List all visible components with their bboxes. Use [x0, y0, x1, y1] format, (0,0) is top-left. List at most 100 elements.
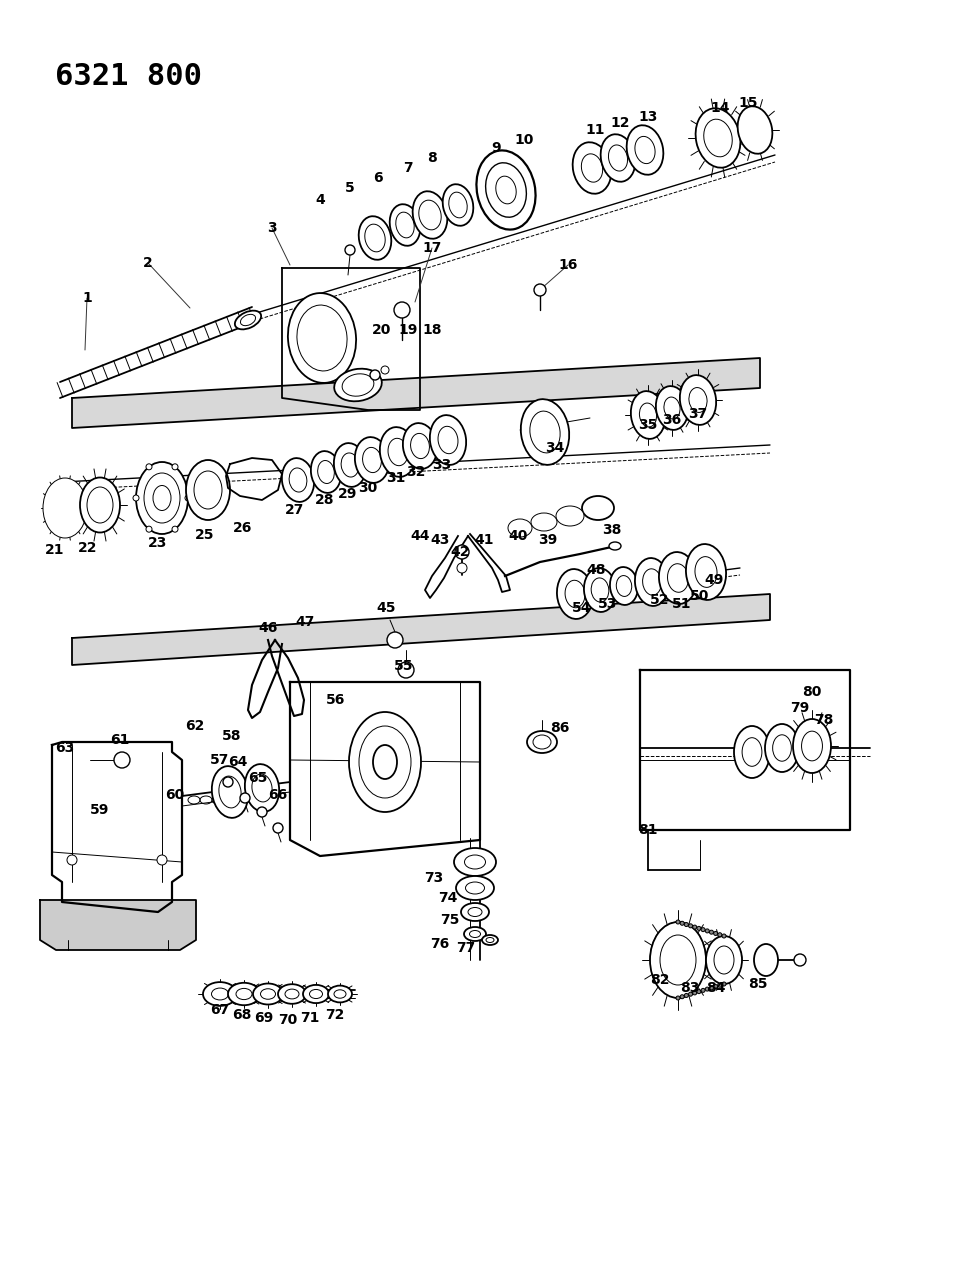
Text: 6: 6 — [373, 171, 383, 185]
Ellipse shape — [419, 200, 442, 230]
Circle shape — [709, 986, 713, 989]
Ellipse shape — [136, 462, 188, 534]
Ellipse shape — [706, 936, 742, 984]
Circle shape — [370, 370, 380, 380]
Text: 9: 9 — [491, 142, 501, 156]
Text: 65: 65 — [248, 771, 268, 785]
Text: 36: 36 — [662, 413, 682, 427]
Text: 58: 58 — [222, 729, 241, 743]
Text: 11: 11 — [585, 122, 605, 136]
Ellipse shape — [703, 119, 732, 157]
Circle shape — [718, 983, 722, 987]
Ellipse shape — [430, 416, 466, 465]
Ellipse shape — [461, 903, 489, 921]
Ellipse shape — [714, 946, 734, 974]
Ellipse shape — [373, 745, 397, 779]
Ellipse shape — [355, 437, 389, 483]
Ellipse shape — [144, 473, 180, 523]
Ellipse shape — [660, 935, 696, 986]
Ellipse shape — [695, 557, 717, 588]
Text: 83: 83 — [680, 980, 700, 994]
Text: 50: 50 — [691, 589, 709, 603]
Circle shape — [718, 933, 722, 937]
Ellipse shape — [311, 451, 341, 493]
Text: 5: 5 — [345, 181, 355, 195]
Circle shape — [455, 544, 469, 558]
Text: 26: 26 — [234, 521, 253, 536]
Ellipse shape — [334, 989, 346, 998]
Text: 35: 35 — [638, 418, 658, 432]
Ellipse shape — [219, 776, 241, 808]
Ellipse shape — [410, 434, 430, 459]
Text: 63: 63 — [56, 741, 74, 755]
Text: 73: 73 — [424, 871, 444, 885]
Ellipse shape — [464, 856, 486, 870]
Circle shape — [693, 991, 697, 995]
Text: 53: 53 — [598, 597, 617, 611]
Text: 57: 57 — [210, 754, 230, 768]
Text: 12: 12 — [611, 116, 630, 130]
Text: 27: 27 — [285, 504, 305, 516]
Text: 67: 67 — [210, 1003, 230, 1017]
Text: 71: 71 — [300, 1011, 319, 1025]
Text: 43: 43 — [430, 533, 449, 547]
Circle shape — [146, 464, 152, 469]
Circle shape — [705, 987, 709, 991]
Circle shape — [680, 994, 684, 998]
Ellipse shape — [591, 578, 609, 602]
Ellipse shape — [87, 487, 113, 523]
Ellipse shape — [278, 984, 306, 1003]
Ellipse shape — [318, 460, 334, 483]
Circle shape — [114, 752, 130, 768]
Ellipse shape — [486, 937, 494, 942]
Text: 85: 85 — [748, 977, 768, 991]
Text: 45: 45 — [376, 601, 396, 615]
Ellipse shape — [601, 134, 635, 182]
Circle shape — [223, 776, 233, 787]
Ellipse shape — [664, 397, 680, 419]
Ellipse shape — [631, 391, 665, 439]
Text: 55: 55 — [395, 659, 413, 673]
Ellipse shape — [610, 567, 638, 604]
Ellipse shape — [754, 944, 778, 975]
Ellipse shape — [334, 368, 382, 402]
Text: 34: 34 — [545, 441, 565, 455]
Ellipse shape — [245, 764, 279, 812]
Ellipse shape — [281, 458, 315, 502]
Ellipse shape — [252, 774, 272, 802]
Circle shape — [67, 856, 77, 864]
Ellipse shape — [261, 988, 276, 1000]
Text: 59: 59 — [90, 803, 109, 817]
Text: 86: 86 — [550, 720, 570, 734]
Text: 60: 60 — [165, 788, 185, 802]
Ellipse shape — [310, 989, 322, 998]
Ellipse shape — [530, 411, 560, 453]
Ellipse shape — [234, 311, 261, 329]
Ellipse shape — [486, 163, 527, 217]
Text: 70: 70 — [278, 1014, 298, 1026]
Circle shape — [722, 982, 726, 986]
Circle shape — [273, 822, 283, 833]
Text: 62: 62 — [186, 719, 205, 733]
Ellipse shape — [738, 106, 773, 154]
Ellipse shape — [765, 724, 799, 771]
Ellipse shape — [194, 470, 222, 509]
Text: 66: 66 — [269, 788, 287, 802]
Ellipse shape — [47, 483, 83, 533]
Ellipse shape — [616, 575, 632, 597]
Ellipse shape — [456, 876, 494, 900]
Circle shape — [693, 926, 697, 929]
Text: 19: 19 — [399, 323, 418, 337]
Circle shape — [697, 989, 701, 993]
Circle shape — [172, 464, 178, 469]
Ellipse shape — [334, 444, 366, 487]
Text: 41: 41 — [474, 533, 493, 547]
Text: 84: 84 — [706, 980, 726, 994]
Text: 37: 37 — [689, 407, 707, 421]
Ellipse shape — [359, 725, 411, 798]
Ellipse shape — [448, 193, 467, 218]
Text: 72: 72 — [325, 1009, 345, 1023]
Ellipse shape — [362, 448, 381, 473]
Circle shape — [705, 929, 709, 933]
Text: 42: 42 — [450, 544, 470, 558]
